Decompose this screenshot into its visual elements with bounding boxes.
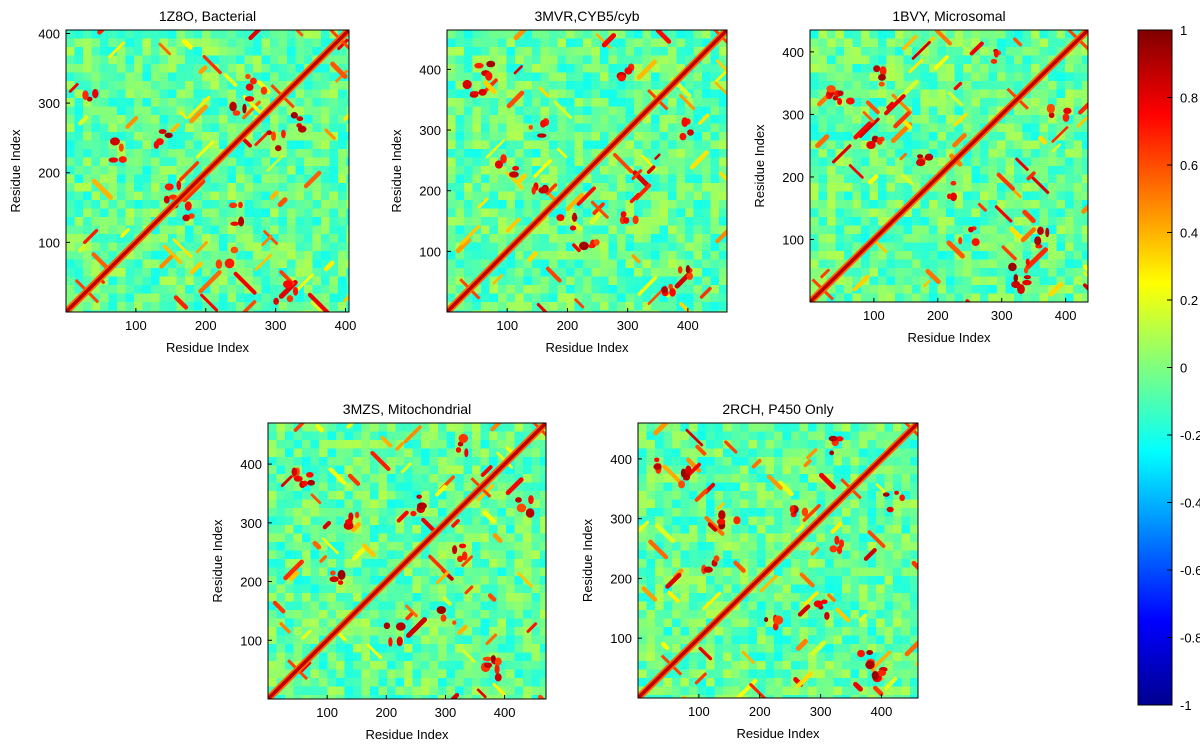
y-tick-label: 300	[419, 123, 441, 138]
x-tick-label: 100	[316, 705, 338, 720]
x-tick-label: 300	[810, 704, 832, 719]
colorbar-tick-label: -0.2	[1180, 428, 1200, 443]
heatmap-panel-2: 100 200 300 400 100 200 300 400 3MVR,CYB5/cyb Res…	[389, 8, 728, 355]
x-tick-label: 400	[1055, 308, 1077, 323]
x-axis-label: Residue Index	[166, 340, 250, 355]
plot-frame	[809, 29, 1089, 303]
y-tick-label: 200	[38, 166, 60, 181]
heatmap-cells	[268, 423, 546, 699]
y-tick-label: 400	[38, 26, 60, 41]
x-tick-label: 200	[375, 705, 397, 720]
y-axis-label: Residue Index	[8, 129, 23, 213]
y-tick-label: 100	[419, 244, 441, 259]
colorbar-gradient	[1137, 29, 1173, 706]
panel-title: 1BVY, Microsomal	[892, 8, 1005, 24]
y-tick-label: 100	[782, 232, 804, 247]
plot-frame	[446, 29, 728, 313]
heatmap-panel-3: 100 200 300 400 100 200 300 400 1BVY, Microsomal…	[752, 8, 1089, 345]
y-tick-label: 100	[610, 631, 632, 646]
y-tick-label: 400	[610, 452, 632, 467]
x-axis-label: Residue Index	[365, 727, 449, 742]
y-axis-label: Residue Index	[210, 519, 225, 603]
x-axis-label: Residue Index	[545, 340, 629, 355]
plot-frame	[65, 29, 350, 313]
y-tick-label: 300	[240, 516, 262, 531]
x-tick-label: 400	[871, 704, 893, 719]
colorbar-tick-label: -1	[1180, 698, 1192, 713]
y-tick-label: 200	[419, 184, 441, 199]
plot-frame	[637, 422, 919, 699]
y-tick-label: 200	[782, 170, 804, 185]
colorbar-tick-label: -0.8	[1180, 631, 1200, 646]
x-tick-label: 100	[125, 318, 147, 333]
y-axis-label: Residue Index	[752, 124, 767, 208]
x-tick-label: 200	[557, 318, 579, 333]
x-tick-label: 100	[863, 308, 885, 323]
colorbar: 1 0.8 0.6 0.4 0.2 0 -0.2 -0.4 -0.6 -0.8 -1	[1137, 23, 1200, 713]
colorbar-tick-label: 1	[1180, 23, 1187, 38]
panel-title: 3MVR,CYB5/cyb	[534, 8, 639, 24]
heatmap-cells	[447, 30, 727, 312]
x-tick-label: 300	[265, 318, 287, 333]
y-tick-label: 300	[610, 512, 632, 527]
y-tick-label: 400	[782, 45, 804, 60]
y-tick-label: 100	[240, 633, 262, 648]
x-tick-label: 400	[677, 318, 699, 333]
colorbar-tick-label: -0.6	[1180, 563, 1200, 578]
heatmap-cells	[638, 423, 918, 698]
y-tick-label: 300	[782, 107, 804, 122]
x-tick-label: 200	[749, 704, 771, 719]
y-tick-label: 400	[419, 62, 441, 77]
heatmap-cells	[66, 30, 349, 312]
x-tick-label: 300	[617, 318, 639, 333]
colorbar-tick-label: 0.4	[1180, 226, 1198, 241]
panel-title: 3MZS, Mitochondrial	[343, 401, 471, 417]
y-axis-label: Residue Index	[580, 518, 595, 602]
heatmap-panel-5: 100 200 300 400 100 200 300 400 2RCH, P450 Only R…	[580, 401, 919, 741]
x-axis-label: Residue Index	[736, 726, 820, 741]
x-tick-label: 100	[688, 704, 710, 719]
x-tick-label: 300	[435, 705, 457, 720]
colorbar-tick-label: 0.2	[1180, 293, 1198, 308]
colorbar-tick-label: 0	[1180, 361, 1187, 376]
y-tick-label: 300	[38, 96, 60, 111]
heatmap-cells	[810, 30, 1088, 302]
y-tick-label: 200	[240, 575, 262, 590]
colorbar-tick-label: -0.4	[1180, 496, 1200, 511]
y-tick-label: 100	[38, 235, 60, 250]
heatmap-panel-4: 100 200 300 400 100 200 300 400 3MZS, Mitochondr…	[210, 401, 547, 742]
x-tick-label: 400	[494, 705, 516, 720]
x-axis-label: Residue Index	[907, 330, 991, 345]
colorbar-tick-label: 0.8	[1180, 91, 1198, 106]
panel-title: 1Z8O, Bacterial	[159, 8, 256, 24]
heatmap-panel-1: 100 200 300 400 100 200 300 400 1Z8O, Bacterial R…	[8, 8, 356, 355]
x-tick-label: 200	[195, 318, 217, 333]
x-tick-label: 300	[991, 308, 1013, 323]
x-tick-label: 200	[927, 308, 949, 323]
y-tick-label: 200	[610, 571, 632, 586]
x-tick-label: 100	[496, 318, 518, 333]
y-axis-label: Residue Index	[389, 129, 404, 213]
x-tick-label: 400	[335, 318, 357, 333]
y-tick-label: 400	[240, 457, 262, 472]
plot-frame	[267, 422, 547, 700]
colorbar-tick-label: 0.6	[1180, 158, 1198, 173]
panel-title: 2RCH, P450 Only	[722, 401, 833, 417]
